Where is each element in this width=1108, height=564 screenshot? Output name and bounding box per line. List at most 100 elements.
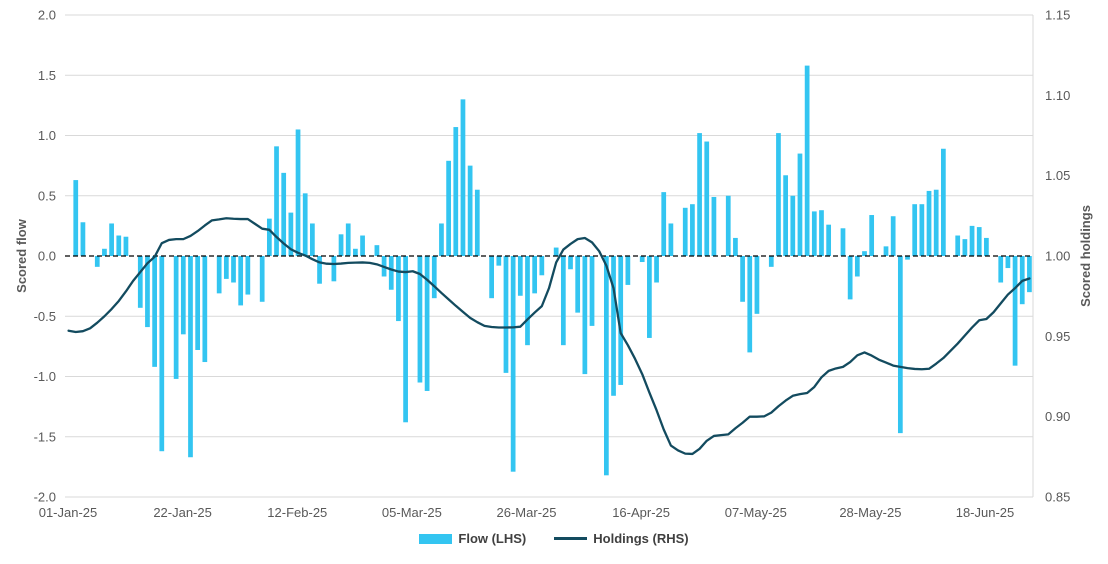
flow-bar [747, 256, 753, 353]
flow-bar [553, 247, 559, 256]
flow-bar [690, 204, 695, 256]
x-axis-label: 22-Jan-25 [153, 505, 212, 520]
flow-bar [503, 256, 509, 373]
flow-bar [890, 216, 896, 256]
right-axis-tick: 1.00 [1045, 249, 1070, 264]
flow-bar [883, 246, 889, 256]
flow-bar [840, 228, 846, 256]
flow-bar [984, 237, 989, 256]
flow-bar [80, 222, 86, 256]
holdings-swatch-icon [554, 537, 588, 540]
right-axis-tick: 0.85 [1045, 490, 1070, 505]
flow-bar [374, 245, 380, 256]
right-axis-tick: 1.10 [1045, 88, 1070, 103]
left-axis-title: Scored flow [14, 218, 29, 293]
flow-bar [152, 256, 157, 367]
x-axis-label: 18-Jun-25 [956, 505, 1015, 520]
flow-bar [768, 256, 774, 267]
left-axis-tick: 1.5 [38, 68, 56, 83]
flow-bar [962, 239, 968, 256]
flow-bar [933, 189, 939, 256]
x-axis-label: 28-May-25 [839, 505, 901, 520]
flow-bar [711, 196, 717, 256]
flow-bar [446, 160, 451, 256]
flow-bar [797, 153, 803, 256]
flow-bar [145, 256, 150, 328]
flow-bar [804, 65, 810, 256]
flow-bar [510, 256, 516, 472]
flow-bar [474, 189, 480, 256]
flow-bar [811, 211, 817, 256]
x-axis-label: 12-Feb-25 [267, 505, 327, 520]
flow-bar [353, 248, 358, 256]
flow-bar [733, 237, 738, 256]
flow-bar [431, 256, 437, 299]
x-axis-label: 26-Mar-25 [497, 505, 557, 520]
flow-bar [905, 256, 910, 260]
flow-bar [274, 146, 279, 256]
flow-bar [460, 99, 466, 256]
left-axis-tick: 2.0 [38, 8, 56, 23]
left-axis-tick: 0.5 [38, 188, 56, 203]
flow-bar [496, 256, 502, 266]
right-axis-tick: 0.95 [1045, 329, 1070, 344]
flow-bar [338, 234, 344, 256]
flow-bar [266, 218, 272, 256]
x-axis-label: 01-Jan-25 [39, 505, 98, 520]
flow-bar [955, 235, 961, 256]
right-axis-tick: 1.05 [1045, 168, 1070, 183]
flow-bar [202, 256, 208, 363]
flow-bar [331, 256, 337, 282]
flow-bar [245, 256, 251, 295]
right-axis-tick: 0.90 [1045, 409, 1070, 424]
x-axis-label: 05-Mar-25 [382, 505, 442, 520]
flow-bar [388, 256, 394, 290]
legend-flow-label: Flow (LHS) [458, 531, 527, 546]
flow-bar [116, 235, 122, 256]
flow-bars-group [73, 65, 1032, 476]
flow-bar [969, 225, 975, 257]
flow-bar [776, 133, 781, 256]
flow-bar [259, 256, 265, 302]
flow-bar [517, 256, 523, 296]
flow-bar [73, 180, 79, 256]
flow-bar [188, 256, 193, 458]
flow-bar [919, 204, 925, 256]
flow-bar [639, 256, 645, 263]
flow-bar [912, 204, 918, 256]
legend-item-holdings: Holdings (RHS) [554, 531, 689, 546]
legend-holdings-label: Holdings (RHS) [593, 531, 689, 546]
flow-bar [897, 256, 903, 434]
flow-bar [453, 127, 459, 256]
flow-bar [854, 256, 860, 277]
left-axis-tick: -0.5 [34, 309, 56, 324]
flow-bar [926, 190, 932, 256]
flow-bar [94, 256, 100, 267]
flow-bar [647, 256, 652, 338]
flow-bar [668, 223, 674, 256]
flow-bar [998, 256, 1004, 283]
flow-bar [568, 256, 573, 270]
right-axis-title: Scored holdings [1078, 205, 1093, 307]
flow-bar [589, 256, 595, 326]
x-axis-label: 16-Apr-25 [612, 505, 670, 520]
left-axis-tick: -2.0 [34, 490, 56, 505]
flow-bar [862, 251, 867, 256]
flow-bar [123, 236, 129, 256]
flow-bar [223, 256, 229, 279]
chart-legend: Flow (LHS) Holdings (RHS) [0, 531, 1108, 546]
right-axis-tick: 1.15 [1045, 8, 1070, 23]
flow-bar [704, 141, 710, 256]
flow-bar [604, 256, 609, 476]
x-axis-label: 07-May-25 [725, 505, 787, 520]
flow-bar [532, 256, 538, 294]
flow-bar [195, 256, 201, 350]
flow-bar [302, 193, 308, 256]
legend-item-flow: Flow (LHS) [419, 531, 526, 546]
flow-bar [661, 192, 667, 256]
flow-bar [611, 256, 616, 396]
flow-bar [725, 195, 731, 256]
flow-bar [625, 256, 631, 285]
